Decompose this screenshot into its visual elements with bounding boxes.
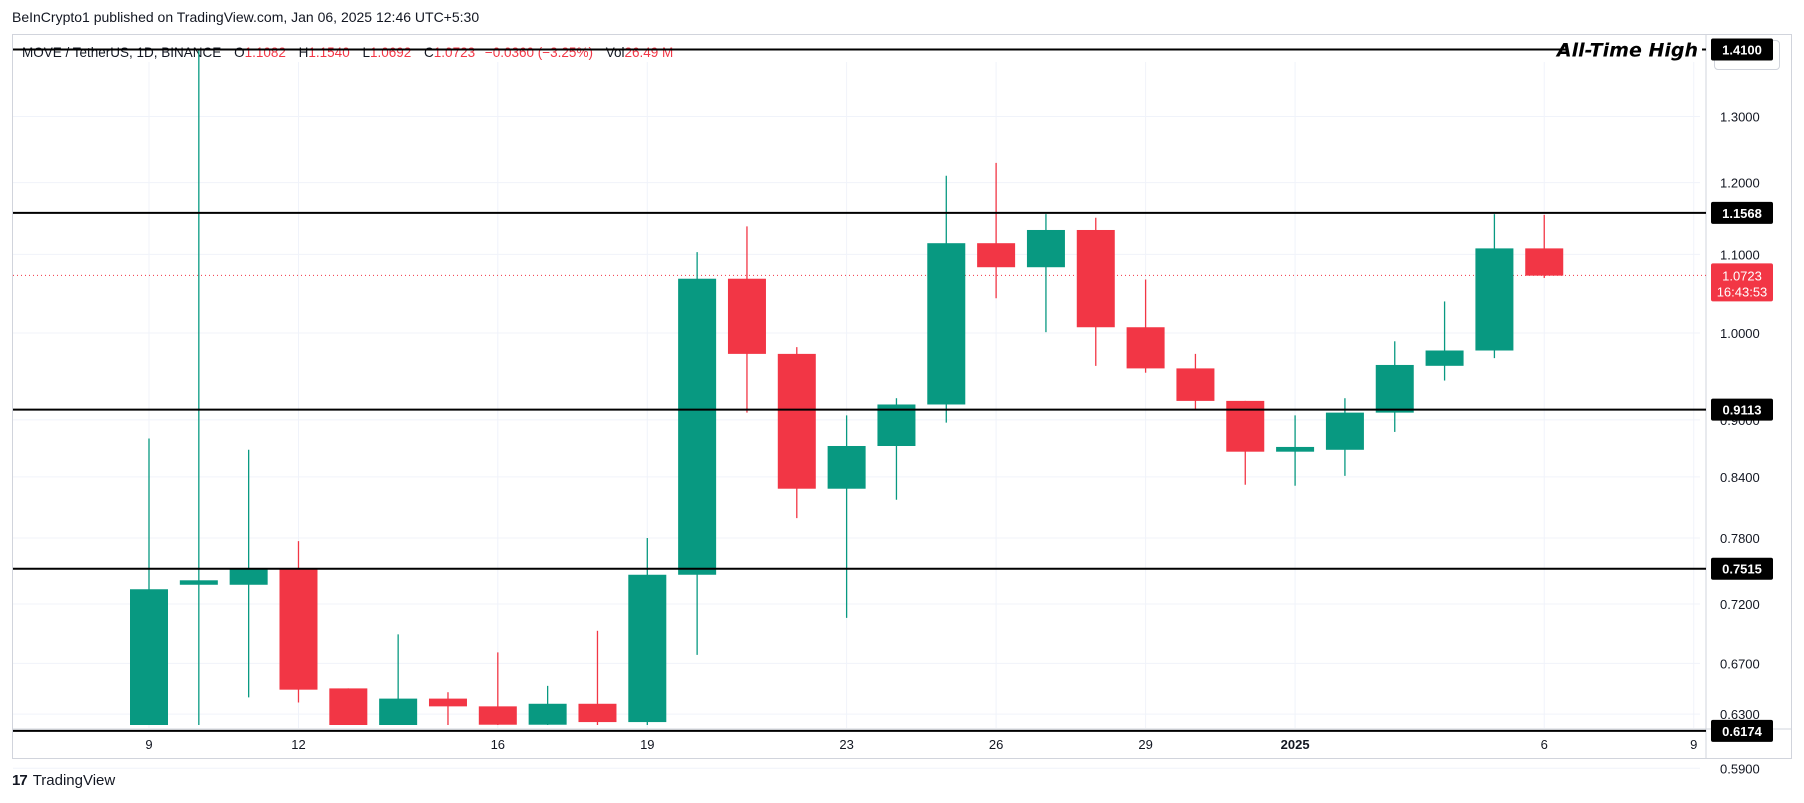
candle-body[interactable] [578,703,617,723]
y-tick-label: 1.1000 [1720,247,1760,262]
tradingview-brand: TradingView [32,772,116,789]
x-tick-label: 12 [291,737,305,752]
level-price-badge [1711,398,1773,421]
x-tick-label: 16 [491,737,505,752]
level-price-badge [1711,719,1773,742]
level-price-label: 0.9113 [1722,403,1761,418]
x-tick-label: 6 [1541,737,1548,752]
last-price-label: 1.0723 [1722,268,1762,283]
candle-body[interactable] [528,703,567,725]
y-tick-label: 1.3000 [1720,110,1760,125]
x-tick-label: 2025 [1281,737,1310,752]
candle-body[interactable] [1375,364,1414,413]
y-tick-label: 0.6300 [1720,707,1760,722]
level-price-label: 0.7515 [1722,562,1762,577]
tradingview-logo[interactable]: 17 TradingView [12,772,115,789]
candle-body[interactable] [1276,446,1315,452]
high-label: H [298,45,309,60]
level-price-label: 1.4100 [1722,43,1762,58]
candle-body[interactable] [1176,368,1215,401]
level-price-badge [1711,201,1773,224]
close-label: C [424,45,434,60]
candle-body[interactable] [229,569,268,585]
candle-body[interactable] [279,569,318,690]
ath-annotation: All-Time High [1555,40,1698,62]
low-label: L [362,45,370,60]
candle-body[interactable] [1226,400,1265,452]
candle-body[interactable] [1475,248,1514,351]
candle-body[interactable] [927,243,966,405]
level-price-badge [1711,38,1773,61]
candle-body[interactable] [428,698,467,707]
chart-frame [12,34,1792,759]
x-tick-label: 9 [145,737,152,752]
candle-body[interactable] [1425,350,1464,366]
candle-body[interactable] [329,688,368,725]
last-price-badge [1711,263,1773,302]
candle-body[interactable] [678,278,717,575]
x-tick-label: 29 [1138,737,1152,752]
published-line: BeInCrypto1 published on TradingView.com… [12,9,480,25]
level-price-label: 0.6174 [1722,724,1763,739]
candle-body[interactable] [628,574,667,723]
candle-body[interactable] [1525,248,1564,276]
x-tick-label: 26 [989,737,1003,752]
candle-body[interactable] [130,589,168,725]
candle-body[interactable] [179,580,218,585]
x-tick-label: 23 [839,737,853,752]
candle-body[interactable] [827,445,866,489]
candle-body[interactable] [977,243,1016,268]
candle-body[interactable] [478,706,517,725]
candle-body[interactable] [379,698,418,725]
candle-body[interactable] [877,404,916,446]
y-tick-label: 0.7200 [1720,597,1760,612]
level-price-label: 1.1568 [1722,206,1762,221]
annotation-bg [1567,35,1702,62]
open-label: O [234,45,245,60]
candle-body[interactable] [727,278,766,354]
y-tick-label: 0.7800 [1720,531,1760,546]
tradingview-logo-icon: 17 [12,772,28,789]
y-tick-label: 1.2000 [1720,176,1760,191]
candle-body[interactable] [1325,412,1364,450]
candle-body[interactable] [1126,327,1165,369]
y-tick-label: 0.8400 [1720,470,1760,485]
y-tick-label: 0.5900 [1720,761,1760,776]
y-tick-label: 1.0000 [1720,326,1760,341]
candle-body[interactable] [777,353,816,489]
x-tick-label: 19 [640,737,654,752]
y-tick-label: 0.6700 [1720,656,1760,671]
level-price-badge [1711,557,1773,580]
x-tick-label: 9 [1690,737,1697,752]
candle-body[interactable] [1026,229,1065,268]
countdown-label: 16:43:53 [1717,284,1768,299]
candle-body[interactable] [1076,229,1115,328]
